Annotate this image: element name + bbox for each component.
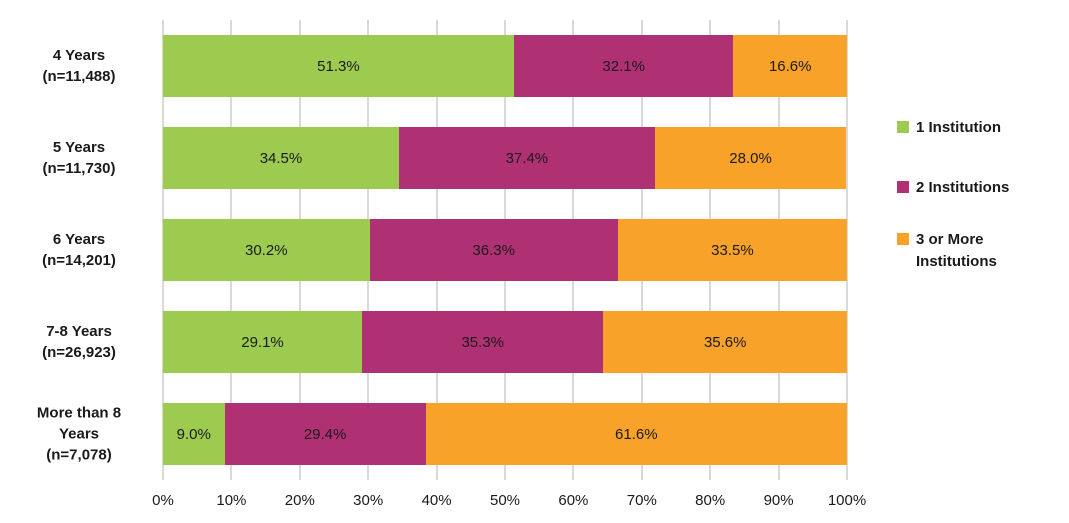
legend-item-3-or-more-institutions: 3 or More Institutions [897,229,997,273]
category-label-line: 4 Years [52,47,106,64]
legend-label-line: Institutions [916,253,997,270]
x-axis-tick-label: 100% [827,492,867,509]
bar-row-more-than-8: 9.0% 29.4% 61.6% [163,403,847,465]
x-axis-tick-label: 40% [421,492,452,509]
category-label-line: (n=14,201) [42,252,116,269]
data-label: 30.2% [245,241,288,259]
legend-swatch [897,181,909,193]
legend-label: 3 or More Institutions [916,229,997,273]
legend-item-1-institution: 1 Institution [897,117,1001,139]
data-label: 36.3% [472,241,515,259]
data-label: 29.1% [241,333,284,351]
bar-segment-1-institution: 30.2% [163,219,370,281]
category-label-line: (n=11,488) [42,68,116,85]
data-label: 61.6% [615,425,658,443]
plot-area: 51.3% 32.1% 16.6% 34.5% 37.4% 28.0% 30.2% 36.3%… [162,20,848,480]
category-label-line: 7-8 Years [46,323,112,340]
x-axis-tick-label: 90% [763,492,794,509]
category-label-line: (n=11,730) [42,160,116,177]
legend-label-line: 1 Institution [916,119,1001,136]
data-label: 35.3% [461,333,505,351]
category-label: More than 8 Years (n=7,078) [4,403,154,466]
legend-swatch [897,121,909,133]
category-label: 6 Years (n=14,201) [4,229,154,271]
category-label: 5 Years (n=11,730) [4,137,154,179]
bar-row-7-8-years: 29.1% 35.3% 35.6% [163,311,847,373]
category-label-line: Years [58,425,100,443]
x-axis-tick-label: 60% [558,492,589,509]
bar-segment-1-institution: 51.3% [163,35,514,97]
bar-segment-2-institutions: 37.4% [398,127,655,189]
x-axis-tick-label: 10% [216,492,247,509]
data-label: 51.3% [317,57,360,75]
data-label: 34.5% [259,149,303,167]
category-label-line: (n=26,923) [42,344,116,361]
data-label: 28.0% [729,149,772,167]
legend-label-line: 3 or More [916,231,984,248]
data-label: 35.6% [703,333,747,351]
bar-segment-1-institution: 34.5% [163,127,399,189]
category-label: 4 Years (n=11,488) [4,45,154,87]
category-label: 7-8 Years (n=26,923) [4,321,154,363]
x-axis-tick-label: 30% [353,492,384,509]
bar-segment-2-institutions: 32.1% [513,35,734,97]
x-axis-tick-label: 20% [284,492,315,509]
legend-item-2-institutions: 2 Institutions [897,177,1009,199]
legend-label: 1 Institution [916,117,1001,139]
x-axis-tick-label: 70% [626,492,657,509]
bar-segment-3-or-more-institutions: 61.6% [425,403,847,465]
x-axis-tick-label: 80% [695,492,726,509]
bar-row-4-years: 51.3% 32.1% 16.6% [163,35,847,97]
bar-segment-3-or-more-institutions: 33.5% [617,219,847,281]
gridline [846,20,848,480]
category-label-line: 5 Years [52,139,106,156]
category-label-line: 6 Years [52,231,106,248]
data-label: 9.0% [176,425,211,443]
bar-segment-2-institutions: 36.3% [369,219,618,281]
data-label: 29.4% [303,425,347,443]
data-label: 37.4% [505,149,549,167]
bar-row-5-years: 34.5% 37.4% 28.0% [163,127,847,189]
x-axis-tick-label: 0% [152,492,174,509]
legend-label-line: 2 Institutions [916,179,1010,196]
category-label-line: (n=7,078) [46,446,112,464]
legend-label: 2 Institutions [916,177,1009,199]
data-label: 33.5% [711,241,754,259]
bar-segment-1-institution: 9.0% [163,403,225,465]
bar-segment-3-or-more-institutions: 16.6% [733,35,847,97]
bar-segment-1-institution: 29.1% [163,311,363,373]
bar-segment-3-or-more-institutions: 35.6% [603,311,847,373]
data-label: 32.1% [602,57,645,75]
data-label: 16.6% [768,57,812,75]
category-label-line: More than 8 [36,404,122,422]
bar-row-6-years: 30.2% 36.3% 33.5% [163,219,847,281]
x-axis-tick-label: 50% [489,492,521,509]
bar-segment-3-or-more-institutions: 28.0% [654,127,847,189]
legend-swatch [897,233,909,245]
bar-segment-2-institutions: 29.4% [224,403,426,465]
bar-segment-2-institutions: 35.3% [362,311,604,373]
